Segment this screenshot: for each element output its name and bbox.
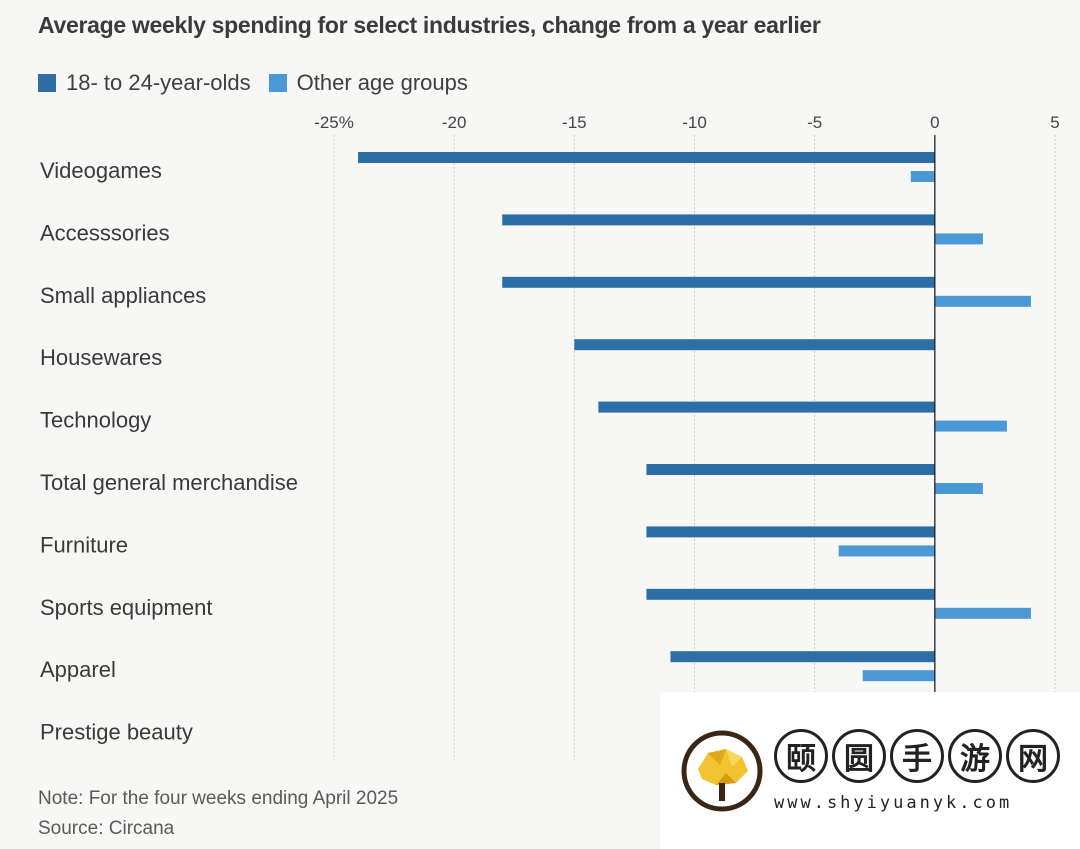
note-text: Note: For the four weeks ending April 20…	[38, 788, 399, 809]
legend-entry-young: 18- to 24-year-olds	[38, 70, 251, 96]
bar-other	[934, 420, 1007, 432]
watermark-char: 圆	[832, 728, 886, 783]
bar-young	[502, 276, 935, 288]
bar-young	[646, 526, 935, 538]
bar-young	[574, 339, 935, 351]
bar-young	[646, 464, 935, 475]
x-tick-label: -5	[807, 113, 822, 132]
source-text: Source: Circana	[38, 818, 175, 839]
bar-other	[934, 483, 983, 494]
category-label: Housewares	[40, 345, 162, 370]
bar-young	[358, 152, 935, 163]
category-label: Furniture	[40, 532, 128, 557]
bar-young	[670, 651, 935, 663]
bar-young	[502, 214, 935, 226]
bar-other	[934, 607, 1031, 619]
legend-label-other: Other age groups	[296, 70, 468, 95]
category-label: Sports equipment	[40, 595, 212, 620]
x-tick-label: -15	[562, 113, 587, 132]
watermark-char: 手	[890, 728, 944, 783]
watermark-char: 游	[948, 728, 1002, 783]
legend-swatch-young	[38, 74, 56, 92]
x-tick-label: -10	[682, 113, 707, 132]
bar-other	[934, 295, 1031, 307]
watermark-char: 颐	[774, 728, 828, 783]
bar-other	[910, 171, 935, 182]
bar-young	[598, 401, 935, 413]
x-tick-label: -20	[442, 113, 467, 132]
legend: 18- to 24-year-olds Other age groups	[38, 68, 486, 98]
bar-other	[862, 670, 935, 682]
category-label: Apparel	[40, 657, 116, 682]
watermark-url: www.shyiyuanyk.com	[774, 792, 1013, 813]
x-tick-label: 0	[930, 113, 939, 132]
watermark-char: 网	[1006, 728, 1060, 783]
watermark-logo-icon	[681, 730, 763, 811]
watermark-text: 颐 圆 手 游 网 www.shyiyuanyk.com	[774, 728, 1064, 813]
category-label: Accesssories	[40, 220, 170, 245]
category-label: Videogames	[40, 158, 162, 183]
watermark-chars: 颐 圆 手 游 网	[774, 728, 1064, 783]
legend-entry-other: Other age groups	[268, 70, 468, 96]
legend-swatch-other	[268, 74, 287, 92]
bar-other	[934, 233, 983, 245]
category-label: Small appliances	[40, 283, 206, 308]
x-tick-label: -25%	[314, 113, 354, 132]
watermark: 颐 圆 手 游 网 www.shyiyuanyk.com	[660, 692, 1080, 849]
bar-chart: -25% -20 -15 -10 -5 0 5 Videogames Accesssories S…	[40, 113, 1060, 760]
bar-other	[838, 545, 935, 557]
chart-title: Average weekly spending for select indus…	[38, 12, 821, 38]
footer: Note: For the four weeks ending April 20…	[38, 784, 398, 844]
x-tick-label: 5	[1050, 113, 1059, 132]
category-label: Prestige beauty	[40, 720, 193, 745]
legend-label-young: 18- to 24-year-olds	[66, 70, 251, 95]
category-label: Technology	[40, 408, 151, 433]
category-label: Total general merchandise	[40, 470, 298, 495]
bar-young	[646, 588, 935, 600]
